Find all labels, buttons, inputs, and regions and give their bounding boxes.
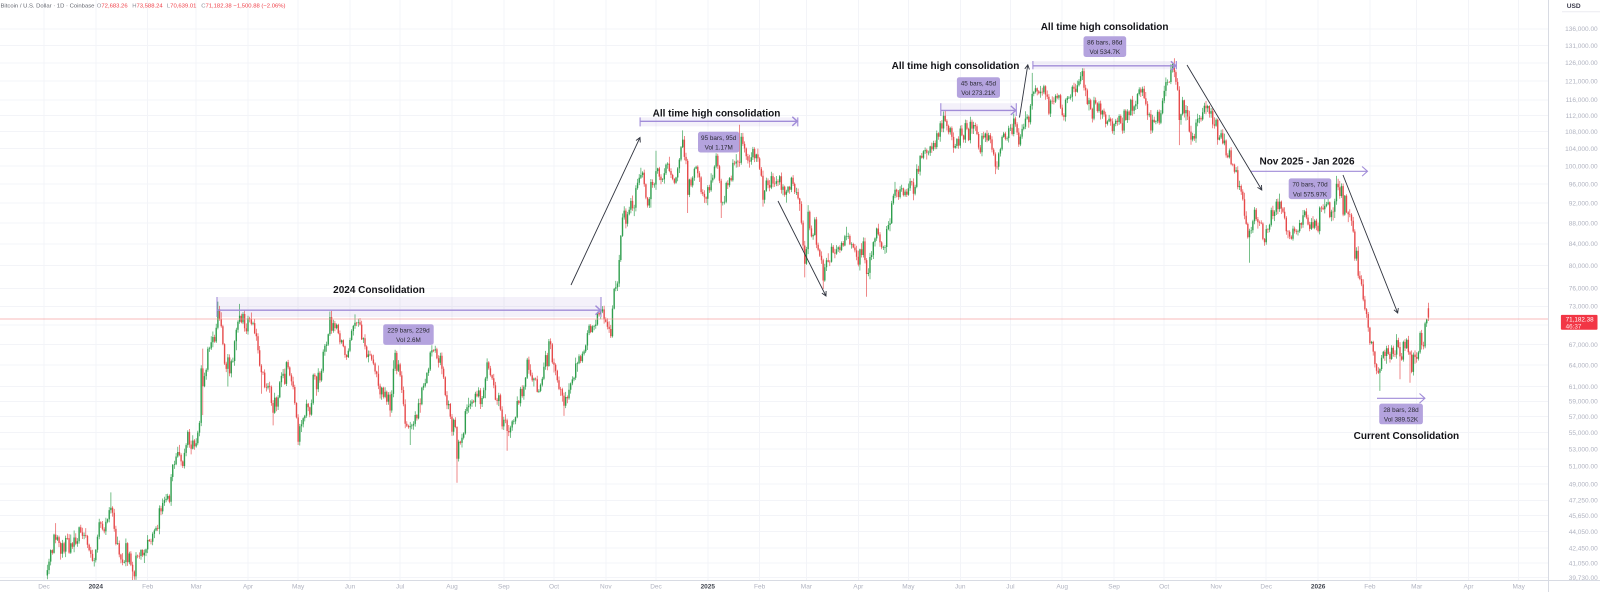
svg-text:Jul: Jul [396, 583, 405, 590]
svg-text:44,050.00: 44,050.00 [1569, 529, 1598, 536]
svg-text:51,000.00: 51,000.00 [1569, 464, 1598, 471]
svg-text:46:37: 46:37 [1566, 323, 1582, 330]
svg-text:67,000.00: 67,000.00 [1569, 342, 1598, 349]
svg-text:71,182.38: 71,182.38 [1566, 316, 1595, 323]
svg-text:76,000.00: 76,000.00 [1569, 286, 1598, 293]
svg-text:May: May [1513, 583, 1526, 590]
svg-text:96,000.00: 96,000.00 [1569, 182, 1598, 189]
svg-text:229 bars, 229d: 229 bars, 229d [387, 328, 430, 335]
svg-text:Sep: Sep [1108, 583, 1120, 590]
svg-text:49,000.00: 49,000.00 [1569, 482, 1598, 489]
svg-text:Dec: Dec [650, 583, 662, 590]
svg-text:2025: 2025 [701, 583, 716, 590]
svg-text:All time high consolidation: All time high consolidation [892, 61, 1020, 72]
svg-text:Sep: Sep [498, 583, 510, 590]
svg-text:Jun: Jun [955, 583, 966, 590]
svg-text:57,000.00: 57,000.00 [1569, 414, 1598, 421]
svg-text:USD: USD [1567, 3, 1581, 10]
svg-text:H73,588.24: H73,588.24 [132, 3, 163, 9]
svg-text:104,000.00: 104,000.00 [1565, 146, 1598, 153]
svg-text:126,000.00: 126,000.00 [1565, 60, 1598, 67]
svg-text:Vol 2.6M: Vol 2.6M [396, 337, 421, 344]
svg-text:92,000.00: 92,000.00 [1569, 201, 1598, 208]
svg-text:28 bars, 28d: 28 bars, 28d [1383, 407, 1419, 414]
svg-text:May: May [292, 583, 305, 590]
svg-text:Oct: Oct [1159, 583, 1169, 590]
svg-text:Vol 575.97K: Vol 575.97K [1293, 191, 1328, 198]
svg-text:84,000.00: 84,000.00 [1569, 241, 1598, 248]
svg-text:2024 Consolidation: 2024 Consolidation [333, 285, 425, 296]
svg-text:2026: 2026 [1311, 583, 1326, 590]
svg-text:Apr: Apr [853, 583, 864, 590]
svg-text:All time high consolidation: All time high consolidation [653, 108, 781, 119]
svg-text:45 bars, 45d: 45 bars, 45d [961, 81, 997, 88]
svg-text:Dec: Dec [1260, 583, 1272, 590]
svg-text:2024: 2024 [89, 583, 104, 590]
svg-text:59,000.00: 59,000.00 [1569, 399, 1598, 406]
svg-text:131,000.00: 131,000.00 [1565, 43, 1598, 50]
svg-text:61,000.00: 61,000.00 [1569, 384, 1598, 391]
svg-text:Vol 534.7K: Vol 534.7K [1089, 49, 1120, 56]
svg-text:Nov: Nov [600, 583, 612, 590]
svg-text:Aug: Aug [446, 583, 458, 590]
svg-text:Mar: Mar [801, 583, 813, 590]
svg-text:136,000.00: 136,000.00 [1565, 26, 1598, 33]
svg-text:Nov 2025 - Jan 2026: Nov 2025 - Jan 2026 [1259, 157, 1354, 168]
svg-text:Mar: Mar [1411, 583, 1423, 590]
svg-text:Vol 273.21K: Vol 273.21K [961, 90, 996, 97]
svg-text:64,000.00: 64,000.00 [1569, 362, 1598, 369]
svg-text:121,000.00: 121,000.00 [1565, 78, 1598, 85]
svg-text:73,000.00: 73,000.00 [1569, 304, 1598, 311]
svg-text:70 bars, 70d: 70 bars, 70d [1292, 182, 1328, 189]
svg-text:42,450.00: 42,450.00 [1569, 546, 1598, 553]
svg-text:80,000.00: 80,000.00 [1569, 263, 1598, 270]
svg-text:86 bars, 86d: 86 bars, 86d [1087, 40, 1123, 47]
svg-text:−1,500.88 (−2.06%): −1,500.88 (−2.06%) [233, 3, 285, 9]
svg-text:O72,683.26: O72,683.26 [97, 3, 129, 9]
svg-text:Aug: Aug [1056, 583, 1068, 590]
svg-text:Feb: Feb [1364, 583, 1376, 590]
svg-text:45,650.00: 45,650.00 [1569, 513, 1598, 520]
svg-text:39,730.00: 39,730.00 [1569, 575, 1598, 582]
svg-text:116,000.00: 116,000.00 [1566, 97, 1598, 104]
svg-text:Oct: Oct [549, 583, 559, 590]
svg-text:95 bars, 95d: 95 bars, 95d [701, 135, 737, 142]
svg-text:Apr: Apr [1463, 583, 1474, 590]
svg-text:Nov: Nov [1210, 583, 1222, 590]
svg-text:112,000.00: 112,000.00 [1566, 113, 1598, 120]
svg-text:Feb: Feb [142, 583, 154, 590]
svg-text:88,000.00: 88,000.00 [1569, 220, 1598, 227]
svg-text:Dec: Dec [38, 583, 50, 590]
svg-text:Apr: Apr [243, 583, 254, 590]
svg-text:108,000.00: 108,000.00 [1565, 129, 1598, 136]
svg-text:41,050.00: 41,050.00 [1569, 560, 1598, 567]
svg-text:100,000.00: 100,000.00 [1565, 163, 1598, 170]
svg-text:Vol 1.17M: Vol 1.17M [705, 145, 733, 152]
svg-text:L70,639.01: L70,639.01 [167, 3, 197, 9]
svg-text:Jun: Jun [345, 583, 356, 590]
svg-text:Mar: Mar [191, 583, 203, 590]
svg-text:Vol 389.52K: Vol 389.52K [1384, 417, 1419, 424]
svg-text:Feb: Feb [754, 583, 766, 590]
svg-text:55,000.00: 55,000.00 [1569, 430, 1598, 437]
svg-text:Jul: Jul [1006, 583, 1015, 590]
svg-text:Bitcoin / U.S. Dollar · 1D · C: Bitcoin / U.S. Dollar · 1D · Coinbase [1, 3, 96, 9]
svg-text:All time high consolidation: All time high consolidation [1041, 22, 1169, 33]
svg-text:Current Consolidation: Current Consolidation [1354, 431, 1460, 442]
svg-text:May: May [902, 583, 915, 590]
svg-text:53,000.00: 53,000.00 [1569, 447, 1598, 454]
svg-text:C71,182.38: C71,182.38 [201, 3, 232, 9]
svg-text:47,250.00: 47,250.00 [1569, 498, 1598, 505]
